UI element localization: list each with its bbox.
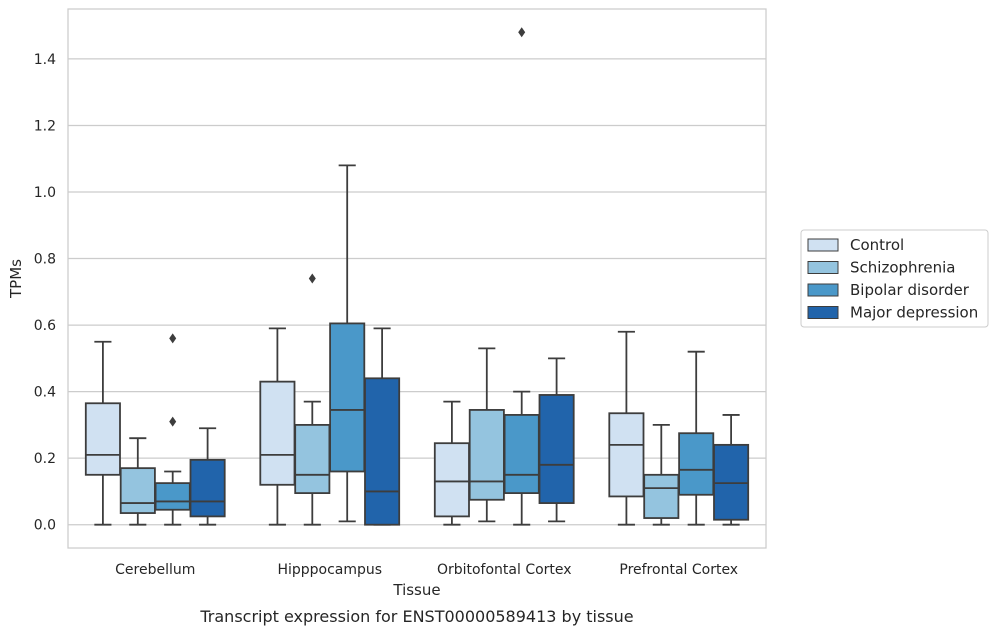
- box-iqr: [364, 377, 401, 526]
- box-iqr: [503, 414, 540, 495]
- box-plot-item: [294, 273, 331, 526]
- box-iqr: [189, 458, 226, 518]
- box-series-group: [84, 27, 750, 526]
- box-iqr: [538, 394, 575, 504]
- x-tick-labels: Cerebellum Hipppocampus Orbitofontal Corte…: [115, 562, 738, 578]
- box-plot-item: [713, 414, 750, 526]
- y-tick-label: 1.4: [34, 52, 56, 68]
- box-plot-item: [329, 164, 366, 523]
- box-plot-item: [84, 340, 121, 526]
- y-tick-label: 0.4: [34, 385, 56, 401]
- box-plot-item: [154, 333, 191, 526]
- box-plot-item: [643, 423, 680, 526]
- outlier-marker: [169, 416, 177, 427]
- box-iqr: [154, 482, 191, 511]
- legend-label: Schizophrenia: [850, 259, 955, 277]
- box-iqr: [608, 412, 645, 498]
- box-plot-item: [678, 350, 715, 526]
- legend-swatch: [807, 261, 839, 274]
- box-iqr: [678, 432, 715, 496]
- x-tick-label: Hipppocampus: [277, 562, 382, 578]
- box-plot-item: [433, 400, 470, 526]
- legend-label: Control: [850, 236, 904, 254]
- legend-frame: [800, 229, 989, 328]
- y-tick-label: 1.2: [34, 118, 56, 134]
- box-plot-item: [608, 330, 645, 526]
- y-tick-label: 0.2: [34, 451, 56, 467]
- box-iqr: [468, 409, 505, 501]
- legend-swatch: [807, 306, 839, 319]
- outlier-marker: [518, 27, 526, 38]
- box-iqr: [329, 322, 366, 473]
- box-iqr: [294, 423, 331, 495]
- y-axis-title: TPMs: [7, 259, 25, 299]
- x-tick-label: Cerebellum: [115, 562, 195, 578]
- legend: Control Schizophrenia Bipolar disorder Majo…: [800, 229, 989, 328]
- y-tick-label: 0.0: [34, 518, 56, 534]
- box-plot-item: [503, 27, 540, 526]
- box-iqr: [643, 473, 680, 519]
- y-gridlines: [68, 58, 766, 526]
- outlier-marker: [169, 333, 177, 344]
- box-plot-item: [189, 427, 226, 526]
- box-iqr: [259, 380, 296, 486]
- y-tick-labels: 0.0 0.2 0.4 0.6 0.8 1.0 1.2 1.4: [34, 52, 56, 534]
- legend-label: Major depression: [850, 304, 978, 322]
- box-plot-item: [259, 327, 296, 526]
- box-iqr: [433, 442, 470, 518]
- legend-swatch: [807, 238, 839, 252]
- x-tick-label: Orbitofontal Cortex: [437, 562, 572, 578]
- legend-label: Bipolar disorder: [850, 281, 970, 299]
- box-plot-item: [364, 327, 401, 526]
- box-iqr: [119, 467, 156, 514]
- y-tick-label: 1.0: [34, 185, 56, 201]
- x-tick-label: Prefrontal Cortex: [619, 562, 738, 578]
- outlier-marker: [308, 273, 316, 284]
- x-axis-title: Tissue: [392, 581, 440, 599]
- box-plot-item: [538, 357, 575, 523]
- chart-caption: Transcript expression for ENST0000058941…: [199, 607, 633, 626]
- y-tick-label: 0.6: [34, 318, 56, 334]
- box-iqr: [84, 402, 121, 476]
- legend-swatch: [807, 283, 839, 297]
- box-plot-item: [468, 347, 505, 523]
- y-tick-label: 0.8: [34, 252, 56, 268]
- box-plot-item: [119, 437, 156, 526]
